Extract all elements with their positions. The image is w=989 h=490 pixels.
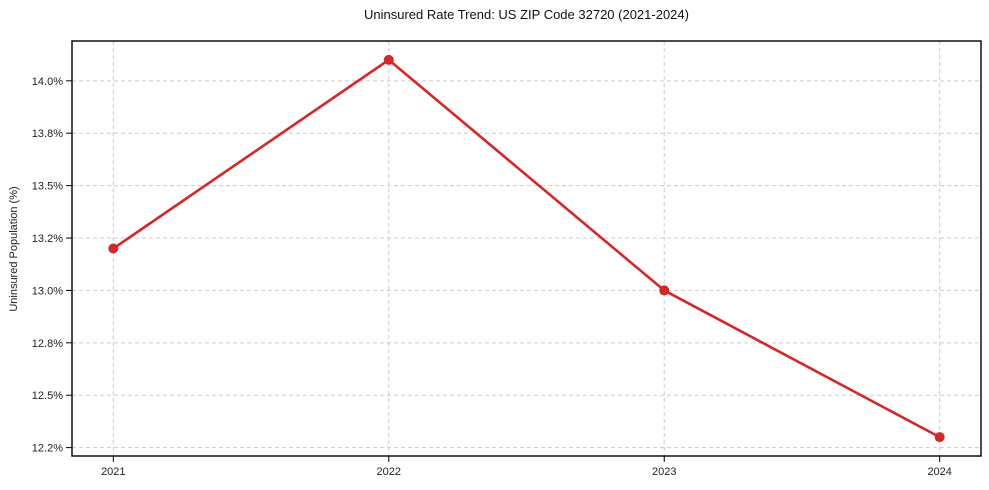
plot-background: [72, 41, 981, 456]
y-tick-label: 12.8%: [32, 338, 63, 350]
y-tick-label: 13.8%: [32, 128, 63, 140]
y-tick-label: 13.0%: [32, 285, 63, 297]
x-tick-label: 2023: [652, 466, 676, 478]
y-tick-label: 12.2%: [32, 443, 63, 455]
data-line: [112, 58, 941, 439]
y-tick-label: 12.5%: [32, 390, 63, 402]
data-point-marker: [383, 54, 394, 65]
plot-border: [71, 40, 982, 457]
data-point-marker: [934, 432, 945, 443]
x-tick-label: 2021: [101, 466, 125, 478]
x-tick-label: 2022: [377, 466, 401, 478]
x-tick-label: 2024: [927, 466, 951, 478]
chart-title: Uninsured Rate Trend: US ZIP Code 32720 …: [364, 7, 689, 22]
y-tick-label: 14.0%: [32, 76, 63, 88]
y-tick-label: 13.2%: [32, 233, 63, 245]
data-point-marker: [108, 243, 119, 254]
data-point-marker: [659, 285, 670, 296]
y-tick-label: 13.5%: [32, 181, 63, 193]
